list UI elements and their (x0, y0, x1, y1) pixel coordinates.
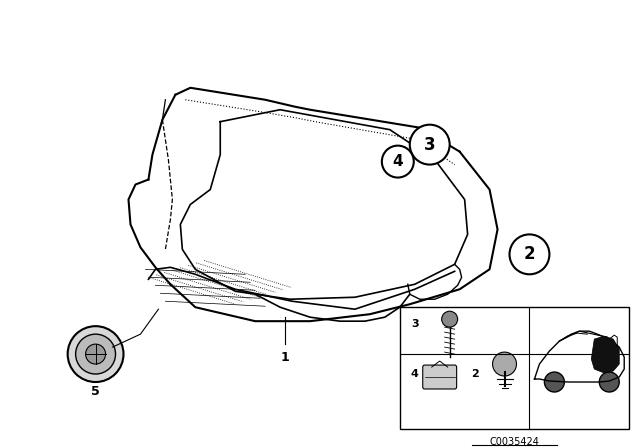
Circle shape (442, 311, 458, 327)
Circle shape (382, 146, 413, 177)
Text: 3: 3 (411, 319, 419, 329)
Bar (400, 307, 629, 429)
Polygon shape (591, 336, 620, 373)
Text: C0035424: C0035424 (490, 437, 540, 447)
Circle shape (86, 344, 106, 364)
Text: 2: 2 (471, 369, 479, 379)
Circle shape (76, 334, 116, 374)
Text: 5: 5 (92, 385, 100, 398)
Circle shape (509, 234, 549, 274)
FancyBboxPatch shape (423, 365, 457, 389)
Circle shape (410, 125, 450, 164)
Text: 1: 1 (281, 351, 289, 364)
Circle shape (68, 326, 124, 382)
Text: 3: 3 (424, 136, 436, 154)
Circle shape (493, 352, 516, 376)
Text: 4: 4 (392, 154, 403, 169)
Text: 2: 2 (524, 246, 535, 263)
Circle shape (545, 372, 564, 392)
Circle shape (599, 372, 620, 392)
Text: 4: 4 (411, 369, 419, 379)
